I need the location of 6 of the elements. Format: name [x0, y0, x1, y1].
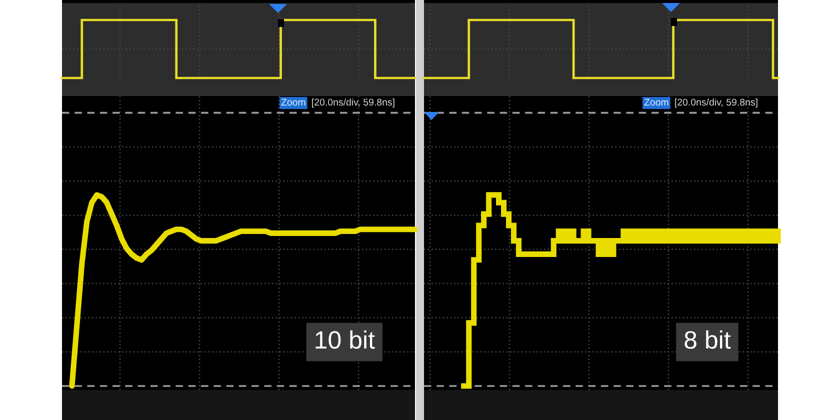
annotation: 8 bit	[684, 330, 731, 349]
text: [20.0ns/div, 59.8ns]	[312, 98, 394, 108]
annotation: 10 bit	[316, 330, 375, 349]
text: Zoom	[644, 98, 668, 106]
text: Zoom	[281, 98, 306, 106]
text: [20.0ns/div, 59.8ns]	[675, 98, 758, 108]
